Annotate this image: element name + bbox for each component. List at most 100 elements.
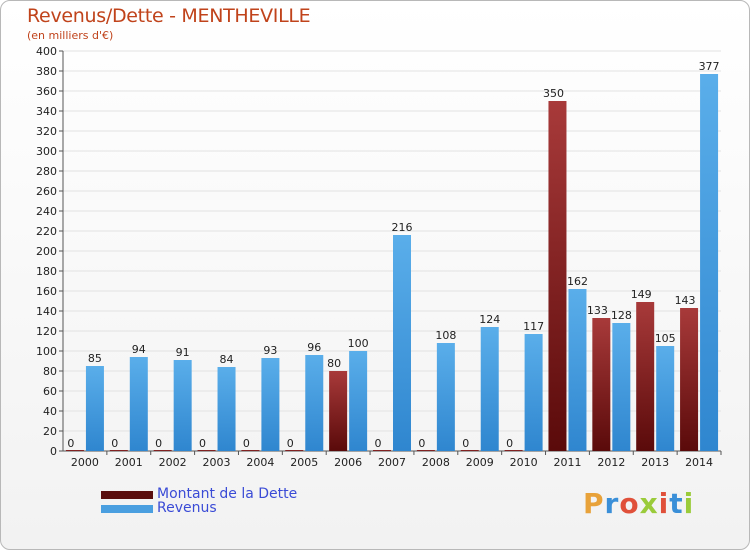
bar-dette [241,450,260,451]
bar-dette-label: 0 [155,437,162,450]
bar-revenus-label: 117 [523,320,544,333]
bar-dette-label: 0 [243,437,250,450]
bar-dette-label: 143 [675,294,696,307]
bar-revenus-label: 84 [220,353,234,366]
y-tick-label: 0 [50,445,57,458]
bar-revenus [85,366,104,451]
bar-dette [680,308,699,451]
y-tick-label: 20 [43,425,57,438]
logo-letter: i [683,487,695,520]
x-tick-label: 2011 [553,456,581,469]
bar-dette-label: 0 [418,437,425,450]
bar-revenus-label: 91 [176,346,190,359]
y-tick-label: 200 [36,245,57,258]
bar-revenus-label: 100 [348,337,369,350]
y-tick-label: 100 [36,345,57,358]
x-tick-label: 2009 [466,456,494,469]
y-tick-label: 320 [36,125,57,138]
bar-revenus [173,360,192,451]
bar-dette [460,450,479,451]
bar-dette-label: 0 [287,437,294,450]
bar-dette-label: 0 [462,437,469,450]
chart-subtitle: (en milliers d'€) [27,29,114,42]
bar-revenus-label: 93 [263,344,277,357]
y-tick-label: 140 [36,305,57,318]
bar-revenus [436,343,455,451]
bar-dette [197,450,216,451]
x-tick-label: 2013 [641,456,669,469]
legend-label-revenus: Revenus [157,500,217,516]
y-tick-label: 220 [36,225,57,238]
bar-revenus-label: 85 [88,352,102,365]
logo-letter: x [639,487,659,520]
logo-letter: o [619,487,640,520]
bar-revenus-label: 108 [435,329,456,342]
logo-letter: r [604,487,620,520]
bar-revenus-label: 96 [307,341,321,354]
bar-dette-label: 0 [375,437,382,450]
bar-revenus-label: 105 [655,332,676,345]
x-tick-label: 2010 [510,456,538,469]
legend-swatch-dette [101,491,153,499]
y-tick-label: 300 [36,145,57,158]
bar-revenus [393,235,411,451]
bar-dette-label: 133 [587,304,608,317]
y-tick-label: 80 [43,365,57,378]
bar-revenus-label: 377 [699,60,720,73]
y-tick-label: 340 [36,105,57,118]
legend-label-dette: Montant de la Dette [157,486,298,502]
bar-revenus-label: 124 [479,313,500,326]
bar-dette [416,450,435,451]
x-tick-label: 2012 [597,456,625,469]
bar-revenus [700,74,719,451]
bar-revenus [612,323,631,451]
bar-dette-label: 80 [327,357,341,370]
bar-dette-label: 0 [111,437,118,450]
y-tick-label: 160 [36,285,57,298]
y-tick-label: 380 [36,65,57,78]
bar-revenus-label: 216 [392,221,413,234]
x-tick-label: 2003 [203,456,231,469]
bar-revenus [305,355,324,451]
bar-dette-label: 0 [199,437,206,450]
bar-dette [636,302,655,451]
bar-dette [329,371,348,451]
bar-dette-label: 0 [67,437,74,450]
y-tick-label: 240 [36,205,57,218]
proxiti-logo: Proxiti [583,487,694,520]
y-tick-label: 360 [36,85,57,98]
y-tick-label: 180 [36,265,57,278]
bar-revenus [656,346,675,451]
bar-dette [504,450,523,451]
x-tick-label: 2001 [115,456,143,469]
bar-revenus [129,357,148,451]
y-tick-label: 40 [43,405,57,418]
logo-letter: P [583,487,605,520]
x-tick-label: 2000 [71,456,99,469]
bar-revenus [568,289,587,451]
x-tick-label: 2014 [685,456,713,469]
bar-dette-label: 350 [543,87,564,100]
bar-dette [373,450,391,451]
bar-dette [285,450,304,451]
bar-revenus-label: 128 [611,309,632,322]
y-tick-label: 120 [36,325,57,338]
bar-revenus [480,327,499,451]
bar-revenus-label: 94 [132,343,146,356]
x-tick-label: 2005 [290,456,318,469]
logo-letter: i [658,487,670,520]
bar-revenus [349,351,368,451]
x-tick-label: 2006 [334,456,362,469]
bar-dette-label: 0 [506,437,513,450]
bar-revenus-label: 162 [567,275,588,288]
logo-letter: t [669,487,684,520]
bar-revenus [524,334,543,451]
bar-dette [65,450,84,451]
bar-dette-label: 149 [631,288,652,301]
bar-dette [592,318,611,451]
bar-revenus [261,358,280,451]
y-tick-label: 260 [36,185,57,198]
bar-dette [548,101,567,451]
